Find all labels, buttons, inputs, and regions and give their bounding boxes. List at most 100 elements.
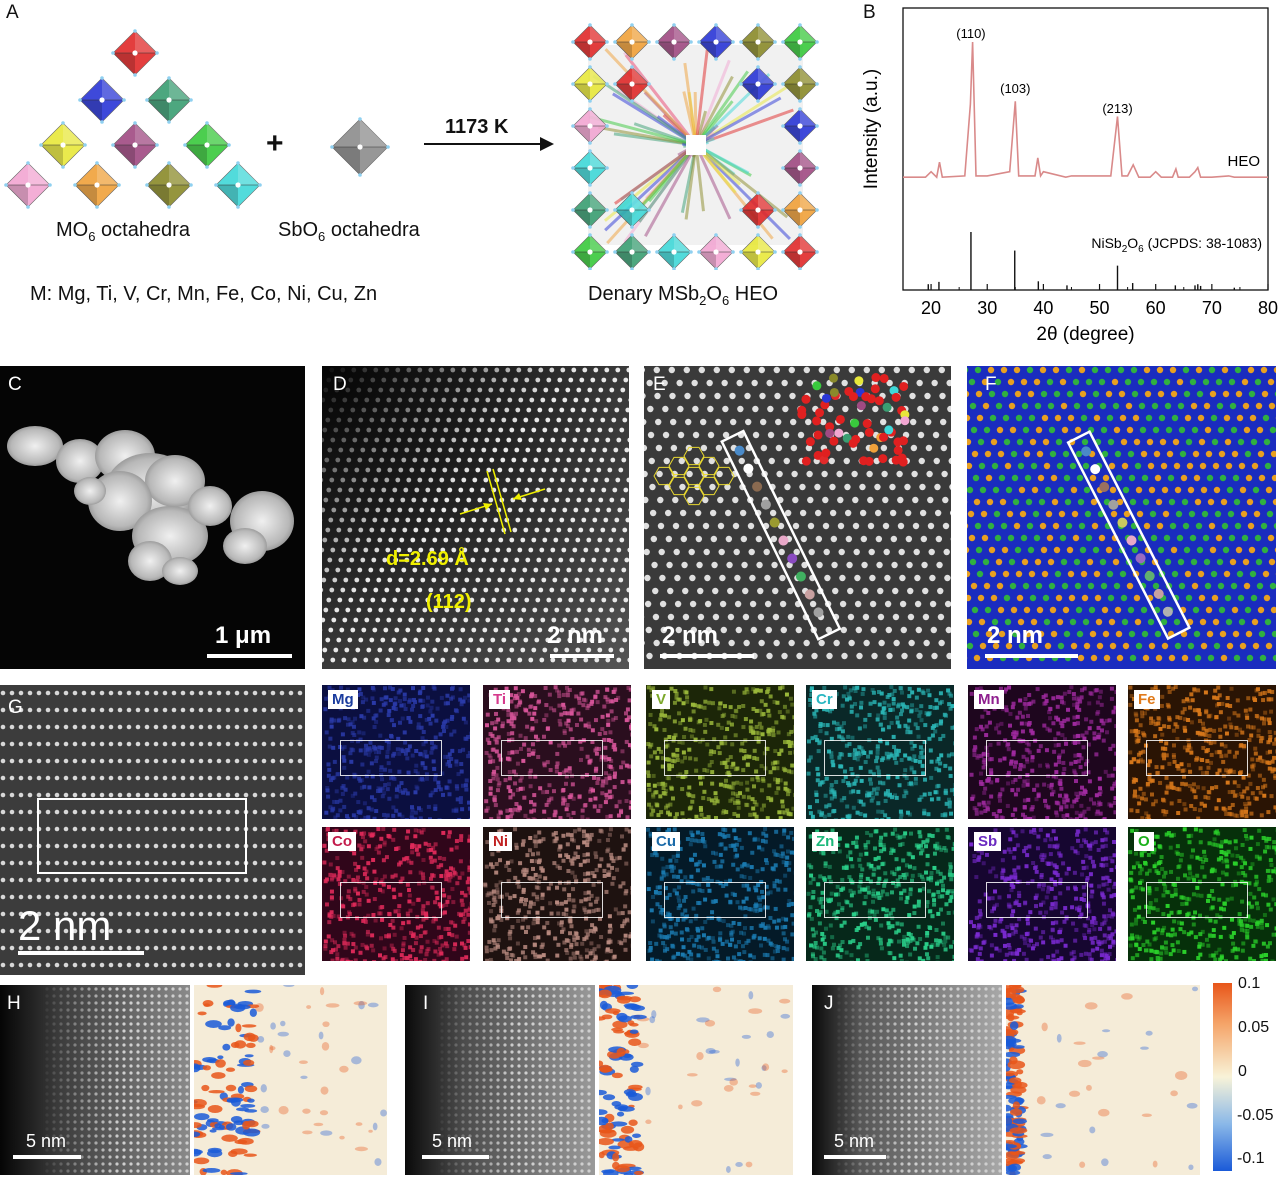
scale-bar-j	[824, 1155, 886, 1159]
colorbar-tick-label: -0.05	[1237, 1107, 1274, 1124]
x-tick-label: 80	[1258, 298, 1278, 318]
eds-map-mn: Mn	[968, 685, 1116, 819]
x-tick-label: 50	[1090, 298, 1110, 318]
plot-frame	[902, 7, 1269, 291]
sbo6-octahedron-illustration	[330, 117, 390, 177]
series-label: HEO	[1227, 153, 1260, 170]
strain-colorbar	[1213, 983, 1232, 1171]
peak-annotation: (213)	[1102, 101, 1132, 116]
element-label: Co	[328, 832, 356, 851]
panel-b-label: B	[863, 2, 876, 23]
eds-region-box	[664, 882, 766, 918]
plus-sign: +	[266, 127, 284, 160]
octahedron-icon	[214, 161, 262, 209]
octahedron-icon	[781, 107, 819, 145]
eds-region-box	[501, 882, 603, 918]
mo6-caption: MO6 octahedra	[56, 219, 190, 244]
octahedron-icon	[330, 117, 390, 177]
haadf-image-d: D d=2.69 Å (112) 2 nm	[322, 366, 629, 669]
x-tick-label: 40	[1033, 298, 1053, 318]
reference-label: NiSb2O6 (JCPDS: 38-1083)	[1091, 235, 1262, 255]
xrd-chart: 20 30 40 50 60 70 80 2θ (degree) Intensity (a.u.…	[861, 7, 1278, 345]
reaction-temperature: 1173 K	[445, 116, 509, 138]
scale-bar-label-i: 5 nm	[432, 1131, 473, 1151]
scale-bar-label-f: 2 nm	[987, 622, 1044, 649]
eds-map-o: O	[1128, 827, 1276, 961]
octahedron-icon	[655, 233, 693, 270]
scale-bar-label-c: 1 μm	[215, 622, 272, 649]
octahedron-icon	[739, 191, 777, 229]
colorbar-tick-label: 0.1	[1238, 975, 1261, 992]
scale-bar-label-h: 5 nm	[26, 1131, 67, 1151]
simulated-image-f: F 2 nm	[967, 366, 1276, 669]
octahedron-icon	[571, 233, 609, 270]
scale-bar-h	[13, 1155, 81, 1159]
panel-i-label: I	[423, 993, 429, 1014]
colorbar-tick-label: 0.05	[1238, 1019, 1270, 1036]
eds-map-mg: Mg	[322, 685, 470, 819]
scale-bar-e	[660, 654, 754, 658]
sem-image-c: C 1 μm	[0, 366, 305, 669]
haadf-image-j: J 5 nm	[812, 985, 1002, 1175]
octahedron-icon	[739, 23, 777, 61]
element-label: Fe	[1134, 690, 1160, 709]
element-label: Cu	[652, 832, 680, 851]
colorbar-tick-label: 0	[1238, 1063, 1247, 1080]
scale-bar-label-e: 2 nm	[662, 622, 719, 649]
eds-region-box	[340, 740, 442, 776]
octahedron-icon	[145, 76, 193, 124]
haadf-image-g: G 2 nm	[0, 685, 305, 975]
element-label: V	[652, 690, 671, 709]
eds-region-box	[340, 882, 442, 918]
product-caption: Denary MSb2O6 HEO	[588, 283, 779, 308]
element-label: O	[1134, 832, 1154, 851]
eds-map-ti: Ti	[483, 685, 631, 819]
panel-d-label: D	[333, 374, 347, 395]
scale-bar-d	[550, 654, 614, 658]
haadf-image-h: H 5 nm	[0, 985, 190, 1175]
strain-map-j	[1006, 985, 1200, 1175]
haadf-image-e: E 2 nm	[644, 366, 951, 669]
octahedron-icon	[111, 121, 159, 169]
panel-j-label: J	[824, 993, 834, 1014]
scale-bar-label-g: 2 nm	[18, 902, 112, 949]
eds-region-box	[664, 740, 766, 776]
eds-map-ni: Ni	[483, 827, 631, 961]
octahedron-icon	[739, 233, 777, 270]
element-label: Mn	[974, 690, 1004, 709]
x-tick-label: 30	[977, 298, 997, 318]
eds-region-box	[824, 882, 926, 918]
octahedron-icon	[613, 65, 651, 103]
element-label: Zn	[812, 832, 839, 851]
octahedron-icon	[739, 65, 777, 103]
d-spacing-marker	[459, 468, 546, 535]
x-tick-label: 70	[1202, 298, 1222, 318]
eds-map-v: V	[646, 685, 794, 819]
plane-label: (112)	[426, 591, 472, 613]
eds-region-box	[1146, 882, 1248, 918]
eds-map-cu: Cu	[646, 827, 794, 961]
x-tick-label: 60	[1146, 298, 1166, 318]
panel-a-label: A	[6, 2, 19, 23]
element-label: Ni	[489, 832, 512, 851]
octahedron-icon	[781, 23, 819, 61]
octahedron-icon	[571, 65, 609, 103]
d-spacing-label: d=2.69 Å	[386, 548, 469, 570]
octahedron-icon	[183, 121, 231, 169]
octahedron-icon	[73, 161, 121, 209]
x-tick-label: 20	[921, 298, 941, 318]
scale-bar-f	[985, 654, 1078, 658]
peak-annotation: (103)	[1000, 81, 1030, 96]
colorbar-tick-label: -0.1	[1237, 1150, 1265, 1167]
eds-region-box	[37, 798, 247, 874]
heo-series-line	[903, 41, 1268, 179]
strain-map-i	[599, 985, 793, 1175]
octahedron-icon	[111, 29, 159, 77]
scale-bar-i	[422, 1155, 489, 1159]
octahedron-icon	[781, 233, 819, 270]
eds-map-sb: Sb	[968, 827, 1116, 961]
octahedron-icon	[571, 149, 609, 187]
octahedron-icon	[781, 65, 819, 103]
mo6-octahedra-illustration	[4, 29, 262, 209]
eds-region-box	[986, 882, 1088, 918]
